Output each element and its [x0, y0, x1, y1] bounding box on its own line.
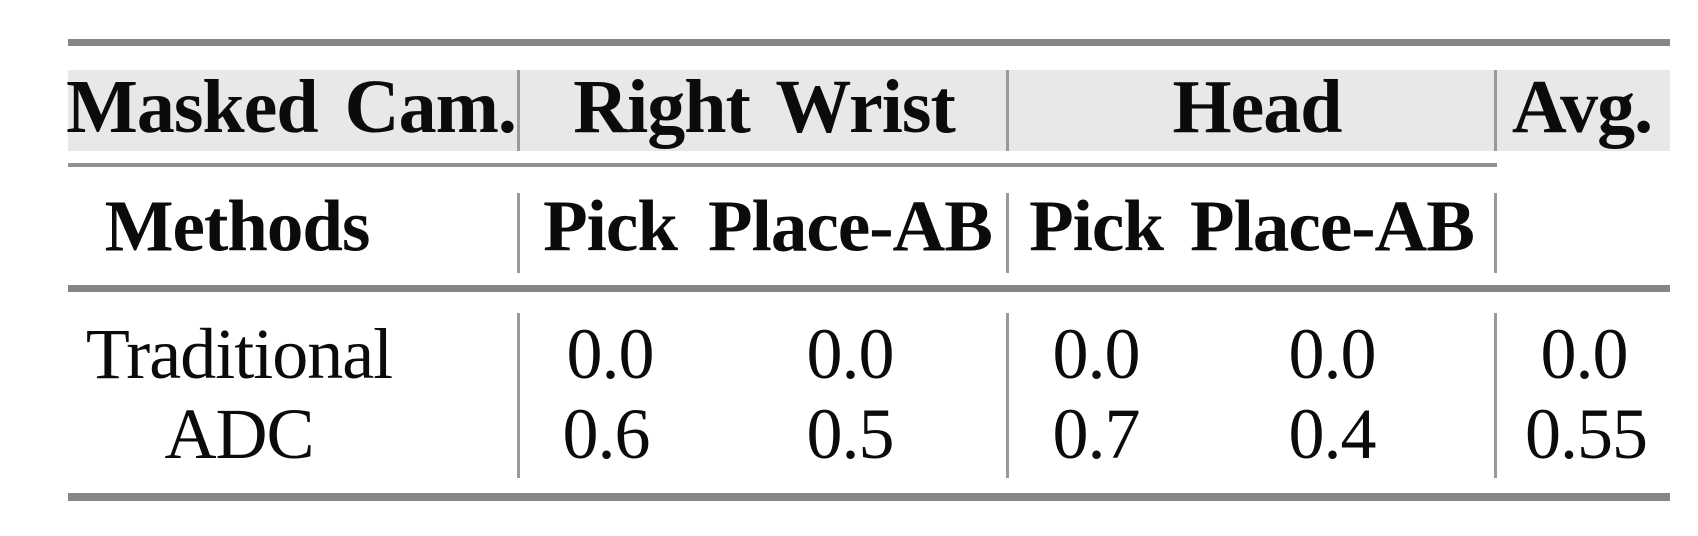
head-place-ab-header: Place-AB — [1190, 185, 1475, 267]
row-adc-avg: 0.55 — [1525, 394, 1648, 474]
separator-col2-row2 — [1006, 193, 1009, 273]
row-traditional-rw-place-ab: 0.0 — [806, 314, 895, 394]
row-adc-rw-pick: 0.6 — [562, 394, 651, 474]
separator-col1-data — [517, 313, 520, 478]
right-wrist-group-header: Right Wrist — [573, 65, 956, 149]
bottom-rule — [68, 493, 1670, 501]
right-wrist-place-ab-header: Place-AB — [708, 185, 993, 267]
row-adc-head-pick: 0.7 — [1052, 394, 1141, 474]
right-wrist-pick-header: Pick — [543, 185, 678, 267]
mid-rule-above-data — [68, 285, 1670, 292]
row-traditional-head-place-ab: 0.0 — [1288, 314, 1377, 394]
row-adc-method: ADC — [164, 394, 314, 474]
separator-col1-row1 — [517, 70, 520, 151]
row-adc-head-place-ab: 0.4 — [1288, 394, 1377, 474]
separator-col3-row2 — [1494, 193, 1497, 273]
head-pick-header: Pick — [1029, 185, 1164, 267]
separator-col2-data — [1006, 313, 1009, 478]
masked-cam-header: Masked Cam. — [66, 65, 517, 149]
row-traditional-head-pick: 0.0 — [1052, 314, 1141, 394]
row-traditional-avg: 0.0 — [1540, 314, 1629, 394]
separator-col3-data — [1494, 313, 1497, 478]
avg-header: Avg. — [1511, 65, 1653, 149]
top-rule — [68, 39, 1670, 46]
methods-header: Methods — [104, 185, 371, 267]
row-adc-rw-place-ab: 0.5 — [806, 394, 895, 474]
mid-rule-under-camera-groups — [68, 163, 1497, 167]
header-band — [68, 70, 1670, 151]
row-traditional-rw-pick: 0.0 — [566, 314, 655, 394]
head-group-header: Head — [1172, 65, 1342, 149]
row-traditional-method: Traditional — [85, 314, 393, 394]
separator-col3-row1 — [1494, 70, 1497, 151]
separator-col1-row2 — [517, 193, 520, 273]
separator-col2-row1 — [1006, 70, 1009, 151]
